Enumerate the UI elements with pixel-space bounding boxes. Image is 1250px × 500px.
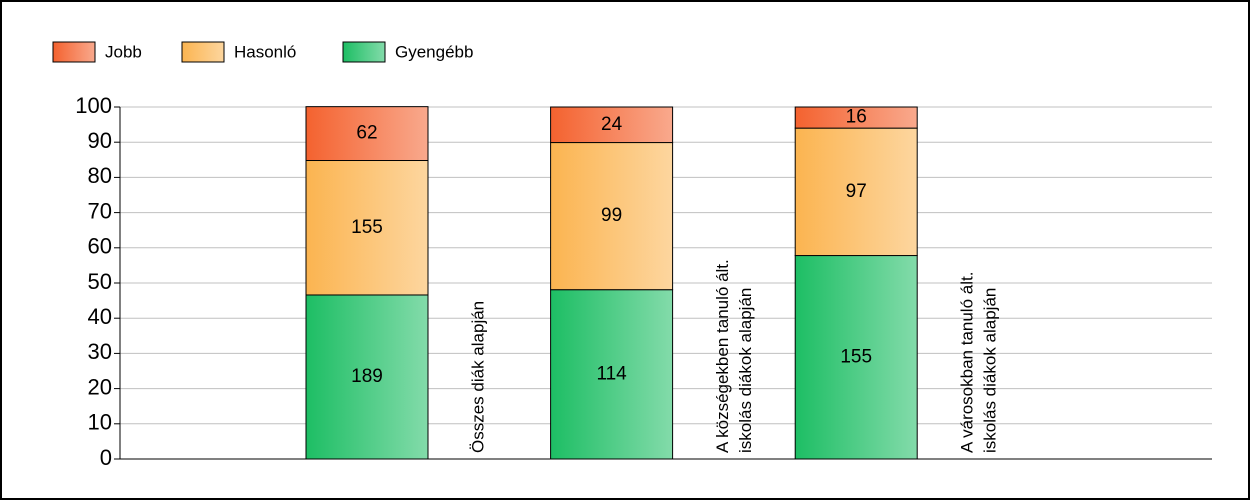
data-label: 99 [601, 205, 622, 226]
bar-segment [794, 127, 918, 257]
legend-swatch [52, 41, 96, 63]
legend-label: Gyengébb [395, 42, 473, 61]
bar-segment [305, 160, 429, 296]
data-label: 189 [351, 366, 383, 387]
category-label: iskolás diákok alapján [736, 288, 755, 453]
category-label: A városokban tanuló ált. [958, 272, 977, 453]
y-tick-label: 20 [88, 374, 112, 399]
y-tick-label: 80 [88, 163, 112, 188]
bar-segment [794, 255, 918, 460]
y-tick-label: 60 [88, 234, 112, 259]
y-tick-label: 0 [100, 445, 112, 470]
legend-label: Hasonló [234, 42, 296, 61]
y-tick-label: 40 [88, 304, 112, 329]
y-tick-label: 10 [88, 410, 112, 435]
y-tick-label: 50 [88, 269, 112, 294]
data-label: 62 [356, 123, 377, 144]
bar-segment [550, 142, 674, 291]
data-label: 114 [596, 363, 627, 384]
bar-segment [794, 106, 918, 129]
bar-segment [550, 106, 674, 144]
data-label: 16 [846, 107, 867, 128]
data-label: 97 [846, 181, 867, 202]
y-tick-label: 70 [88, 198, 112, 223]
data-label: 155 [840, 346, 872, 367]
legend-swatch [342, 41, 386, 63]
y-tick-label: 90 [88, 128, 112, 153]
category-label: Összes diák alapján [468, 301, 487, 453]
data-label: 24 [601, 114, 623, 135]
y-tick-label: 100 [75, 93, 112, 118]
legend-label: Jobb [105, 42, 142, 61]
bar-segment [305, 294, 429, 460]
legend-swatch [181, 41, 225, 63]
data-label: 155 [351, 217, 383, 238]
bar-segment [550, 289, 674, 460]
category-label: A községekben tanuló ált. [713, 259, 732, 453]
bar-segment [305, 106, 429, 162]
category-label: iskolás diákok alapján [981, 288, 1000, 453]
y-tick-label: 30 [88, 339, 112, 364]
